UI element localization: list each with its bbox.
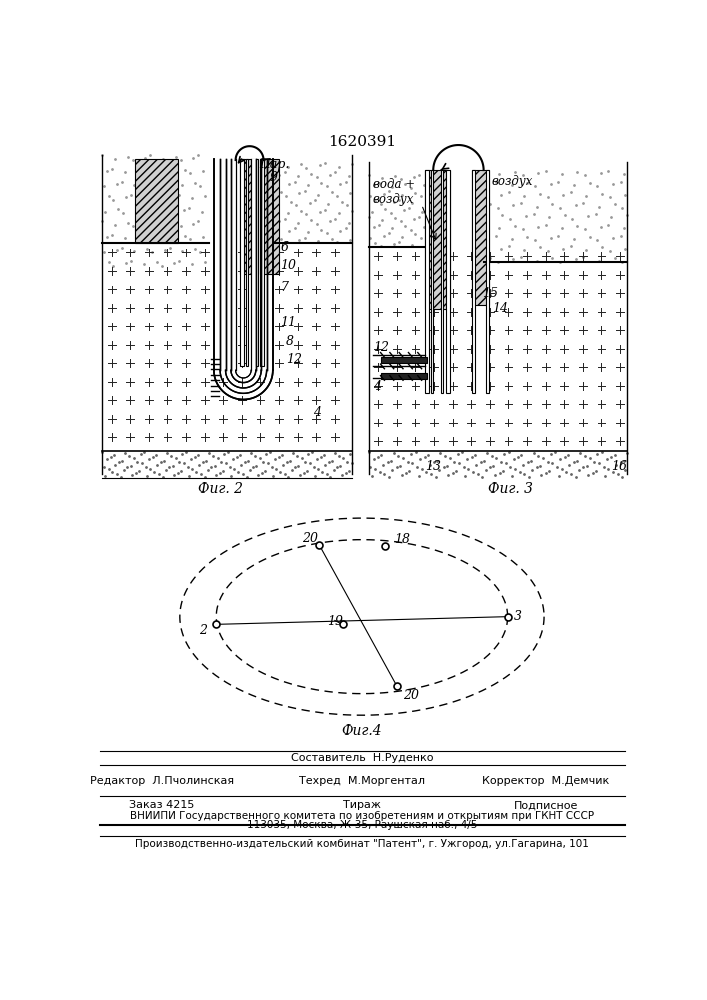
Bar (425, 170, 450, 309)
Text: 15: 15 (482, 287, 498, 300)
Text: 12: 12 (286, 353, 302, 366)
Bar (259, 158, 279, 274)
Text: Производственно-издательский комбинат "Патент", г. Ужгород, ул.Гагарина, 101: Производственно-издательский комбинат "П… (135, 839, 589, 849)
Bar (472, 170, 475, 393)
Text: 4: 4 (313, 406, 321, 419)
Bar (425, 170, 428, 393)
Bar (240, 158, 264, 274)
Text: 10: 10 (281, 259, 296, 272)
Text: Техред  М.Моргентал: Техред М.Моргентал (299, 776, 425, 786)
Text: Редактор  Л.Пчолинская: Редактор Л.Пчолинская (90, 776, 234, 786)
Bar (246, 158, 248, 366)
Text: 6: 6 (281, 241, 288, 254)
Text: Фиг. 3: Фиг. 3 (489, 482, 533, 496)
Text: Фиг.4: Фиг.4 (341, 724, 382, 738)
Text: 9: 9 (270, 171, 278, 184)
Text: 19: 19 (327, 615, 343, 628)
Text: 7: 7 (281, 281, 288, 294)
Bar (380, 357, 427, 363)
Text: Фиг. 2: Фиг. 2 (198, 482, 243, 496)
Text: ВНИИПИ Государственного комитета по изобретениям и открытиям при ГКНТ СССР: ВНИИПИ Государственного комитета по изоб… (130, 811, 594, 821)
Text: 18: 18 (395, 533, 411, 546)
Text: Тираж: Тираж (343, 800, 381, 810)
Text: 113035, Москва, Ж-35, Раушская наб., 4/5: 113035, Москва, Ж-35, Раушская наб., 4/5 (247, 820, 477, 830)
Text: 3: 3 (514, 610, 522, 623)
Text: 20: 20 (403, 689, 419, 702)
Text: 20: 20 (303, 532, 318, 545)
Bar (259, 158, 264, 366)
Bar (256, 158, 258, 366)
Text: 4: 4 (373, 379, 381, 392)
Text: 16: 16 (612, 460, 628, 473)
Bar (431, 170, 433, 393)
Bar (441, 170, 443, 393)
Bar (486, 170, 489, 393)
Text: 11: 11 (281, 316, 296, 329)
Text: 2: 2 (199, 624, 207, 637)
Bar (472, 170, 489, 305)
Text: Составитель  Н.Руденко: Составитель Н.Руденко (291, 753, 433, 763)
Bar (380, 373, 427, 379)
Text: вода +
воздух: вода + воздух (373, 178, 415, 206)
Text: Корректор  М.Демчик: Корректор М.Демчик (482, 776, 609, 786)
Text: воздух: воздух (491, 175, 533, 188)
Bar (445, 170, 450, 393)
Text: 14: 14 (492, 302, 508, 316)
Text: 8: 8 (286, 335, 294, 348)
Text: 13: 13 (426, 460, 441, 473)
Text: 1620391: 1620391 (328, 135, 396, 149)
Text: Заказ 4215: Заказ 4215 (129, 800, 194, 810)
Bar (135, 158, 177, 243)
Text: Подписное: Подписное (513, 800, 578, 810)
Bar (240, 158, 244, 366)
Text: 12: 12 (373, 341, 389, 354)
Text: Пар.: Пар. (259, 158, 289, 171)
